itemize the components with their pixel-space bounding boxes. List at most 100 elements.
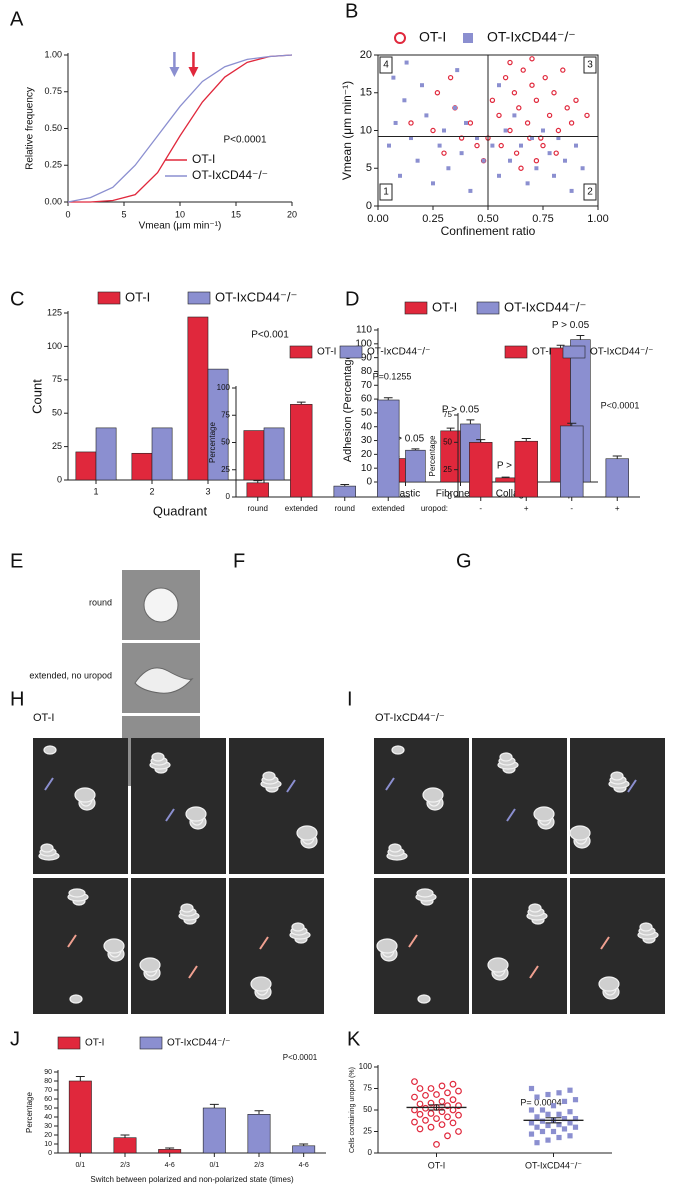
bar (560, 425, 584, 498)
point (441, 150, 447, 156)
arrow (67, 934, 77, 948)
sem-bar (545, 1117, 562, 1124)
point (498, 142, 504, 149)
legend-label: OT-IxCD44⁻/⁻ (504, 299, 586, 314)
legend-swatch (562, 345, 586, 359)
bar (131, 452, 153, 481)
x-tick-label: 2/3 (254, 1162, 264, 1169)
point (446, 166, 451, 171)
point (529, 56, 535, 62)
image-label: extended, no uropod (29, 670, 112, 680)
point (416, 1085, 424, 1092)
point (433, 1115, 440, 1122)
point (556, 1111, 562, 1117)
x-tick-label: 4-6 (299, 1162, 309, 1169)
point (507, 127, 513, 134)
cell (180, 903, 194, 913)
point (464, 120, 468, 125)
point (551, 90, 557, 96)
y-axis-label: Percentage (25, 1091, 34, 1132)
point (398, 173, 402, 178)
point (442, 128, 446, 133)
cell (569, 825, 591, 841)
point (534, 1114, 540, 1120)
cell (639, 922, 653, 932)
panel-letter: B (345, 0, 358, 22)
bar (75, 451, 97, 481)
point (409, 136, 413, 141)
error-bar (75, 1076, 85, 1081)
y-tick-label: 100 (47, 341, 62, 351)
y-tick-label: 25 (443, 465, 452, 474)
cell (139, 957, 161, 973)
y-tick-label: 125 (47, 307, 62, 317)
error-bar (612, 455, 622, 459)
cell (43, 745, 57, 755)
point (444, 1089, 451, 1097)
point (572, 1116, 579, 1122)
arrow (385, 777, 395, 791)
cell (40, 843, 54, 853)
legend-label: OT-I (432, 299, 457, 314)
cell (103, 938, 125, 954)
point (437, 143, 442, 148)
bar (514, 440, 538, 498)
panel-letter: K (347, 1028, 361, 1050)
x-tick-label: 0 (65, 209, 70, 219)
arrow (259, 936, 269, 950)
point (449, 1096, 457, 1104)
point (497, 83, 501, 88)
legend-swatch (394, 32, 406, 44)
point (420, 83, 424, 88)
error-bar (209, 1103, 219, 1108)
annotation: P<0.0001 (283, 1053, 318, 1062)
point (455, 1111, 462, 1119)
y-tick-label: 100 (355, 338, 372, 349)
quadrant-label: 3 (587, 60, 593, 71)
x-tick-label: round (248, 504, 268, 513)
error-bar (567, 422, 577, 426)
point (561, 1126, 568, 1132)
x-tick-label: OT-IxCD44⁻/⁻ (525, 1160, 582, 1170)
y-axis-label: Relative frequency (25, 87, 36, 170)
bar (292, 1145, 316, 1154)
x-tick-label: 0.50 (477, 213, 498, 225)
point (455, 1128, 462, 1135)
point (539, 1107, 546, 1113)
point (447, 74, 454, 81)
point (542, 74, 548, 81)
arrow-head (188, 67, 199, 77)
point (561, 1116, 568, 1122)
point (550, 1103, 557, 1109)
bar (246, 482, 269, 498)
category-annotation: P > 0.05 (442, 404, 480, 415)
point (556, 1134, 562, 1141)
point (424, 113, 429, 118)
point (422, 1116, 429, 1124)
point (553, 150, 559, 156)
x-tick-label: 15 (231, 209, 241, 219)
point (431, 181, 435, 186)
point (511, 90, 518, 96)
x-tick-label: 0.75 (532, 213, 553, 225)
point (534, 1124, 540, 1130)
y-tick-label: 0.00 (44, 196, 62, 206)
legend-label: OT-IxCD44⁻/⁻ (192, 168, 268, 182)
y-tick-label: 25 (363, 1127, 372, 1136)
cell (151, 752, 165, 762)
error-bar (556, 344, 565, 348)
error-bar (340, 483, 350, 487)
legend-label: OT-IxCD44⁻/⁻ (367, 347, 430, 358)
point (422, 1104, 429, 1112)
y-axis-label: Percentage (428, 435, 437, 476)
y-tick-label: 10 (361, 463, 373, 474)
point (427, 1110, 435, 1117)
panel-letter: H (10, 688, 24, 710)
point (458, 135, 465, 141)
point (430, 127, 436, 134)
point (434, 90, 441, 96)
point (490, 143, 495, 148)
y-tick-label: 10 (360, 124, 372, 136)
legend-swatch (187, 291, 211, 305)
